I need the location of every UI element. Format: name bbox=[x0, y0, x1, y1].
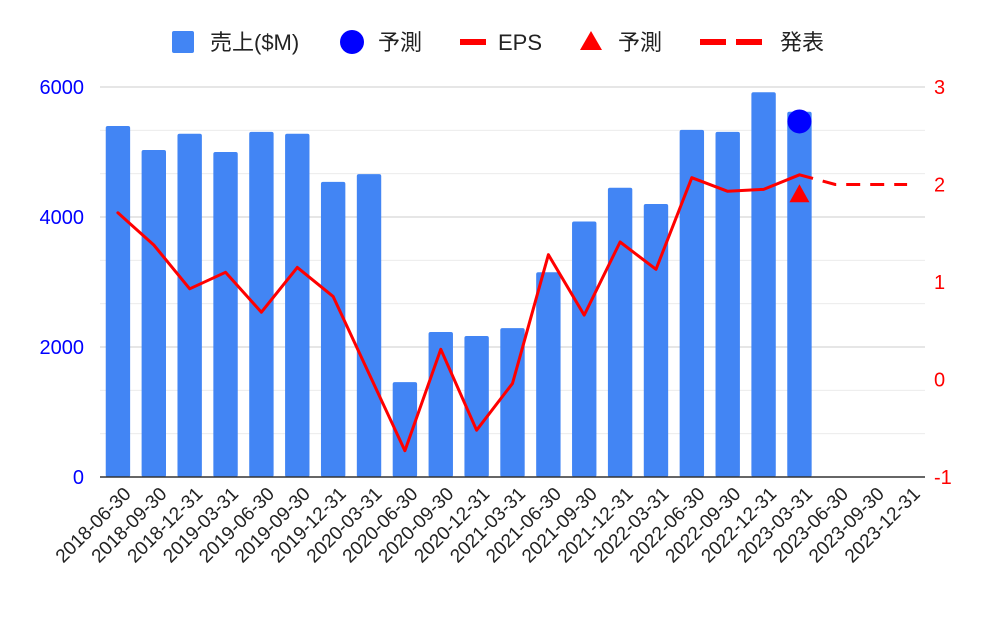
bar-sales bbox=[356, 174, 382, 477]
right-axis-tick-label: 0 bbox=[934, 370, 945, 392]
left-axis-tick-label: 4000 bbox=[40, 207, 85, 229]
bar-sales bbox=[105, 126, 131, 477]
legend-layer: 売上($M) 予測 EPS 予測 発表 bbox=[172, 30, 824, 55]
left-axis-tick-label: 2000 bbox=[40, 337, 85, 359]
legend-label: 予測 bbox=[618, 30, 662, 55]
legend-item: 発表 bbox=[700, 30, 824, 55]
bar-sales bbox=[177, 133, 202, 478]
right-axis-tick-label: 3 bbox=[934, 77, 945, 99]
bar-sales bbox=[285, 133, 310, 478]
bar-sales bbox=[607, 187, 633, 477]
legend-swatch-square bbox=[172, 31, 194, 53]
legend-swatch-circle bbox=[340, 30, 364, 54]
lines-layer bbox=[116, 173, 908, 453]
marker-forecast-eps bbox=[789, 184, 810, 203]
bar-sales bbox=[536, 272, 561, 477]
legend-swatch-line bbox=[460, 39, 486, 45]
bar-sales bbox=[392, 382, 418, 477]
bar-sales bbox=[679, 129, 705, 477]
legend-swatch-dash bbox=[700, 39, 726, 45]
bars-layer bbox=[105, 92, 812, 478]
right-axis-tick-label: 2 bbox=[934, 175, 945, 197]
legend-label: EPS bbox=[498, 30, 542, 55]
legend-item: 売上($M) bbox=[172, 30, 299, 55]
axis-layer: 0200040006000-101232018-06-302018-09-302… bbox=[40, 77, 952, 567]
markers-layer bbox=[787, 109, 812, 203]
bar-sales bbox=[572, 221, 597, 477]
legend-swatch-dash bbox=[736, 39, 762, 45]
bar-sales bbox=[643, 204, 669, 477]
bar-sales bbox=[751, 92, 776, 477]
line-eps bbox=[116, 173, 801, 453]
left-axis-tick-label: 6000 bbox=[40, 77, 85, 99]
legend-item: EPS bbox=[460, 30, 542, 55]
bar-sales bbox=[464, 335, 489, 477]
left-axis-tick-label: 0 bbox=[73, 467, 84, 489]
right-axis-tick-label: 1 bbox=[934, 272, 945, 294]
legend-item: 予測 bbox=[340, 30, 422, 55]
bar-sales bbox=[787, 111, 812, 477]
right-axis-tick-label: -1 bbox=[934, 467, 952, 489]
bar-sales bbox=[320, 181, 346, 477]
legend-label: 発表 bbox=[780, 30, 824, 55]
bar-sales bbox=[249, 131, 274, 477]
legend-label: 予測 bbox=[378, 30, 422, 55]
bar-sales bbox=[141, 150, 166, 478]
legend-label: 売上($M) bbox=[210, 30, 299, 55]
line-announced bbox=[799, 173, 908, 186]
legend-swatch-triangle bbox=[580, 31, 602, 50]
bar-sales bbox=[213, 152, 238, 477]
legend-item: 予測 bbox=[580, 30, 662, 55]
marker-forecast-sales bbox=[787, 109, 812, 134]
bar-sales bbox=[715, 131, 740, 477]
